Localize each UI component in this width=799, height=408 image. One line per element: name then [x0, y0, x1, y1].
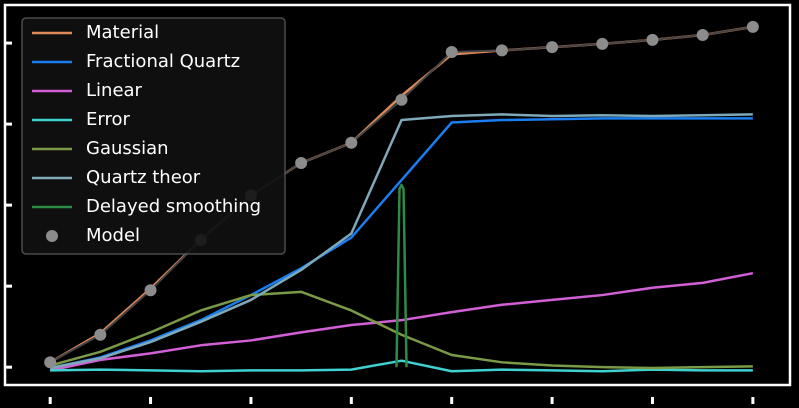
legend-label: Model — [86, 225, 140, 246]
legend-label: Material — [86, 22, 159, 43]
legend-marker — [46, 230, 58, 242]
marker — [495, 44, 508, 57]
marker — [345, 136, 358, 149]
marker — [646, 33, 659, 46]
series-line — [49, 271, 754, 372]
marker — [546, 41, 559, 54]
legend-label: Error — [86, 109, 130, 130]
marker — [94, 328, 107, 341]
marker — [144, 284, 157, 297]
series-line — [49, 113, 753, 370]
axes-frame — [3, 3, 792, 387]
series-line — [395, 183, 408, 368]
marker — [44, 356, 57, 369]
legend-box — [21, 17, 286, 255]
series-line — [49, 290, 753, 370]
series-line — [49, 117, 753, 370]
legend-label: Fractional Quartz — [86, 51, 240, 72]
marker — [746, 20, 759, 33]
series-line — [50, 359, 753, 373]
marker — [596, 37, 609, 50]
legend-label: Linear — [86, 80, 143, 101]
legend-label: Delayed smoothing — [86, 196, 261, 217]
marker — [696, 28, 709, 41]
marker — [445, 45, 458, 58]
marker — [295, 156, 308, 169]
marker — [395, 93, 408, 106]
legend-label: Gaussian — [86, 138, 169, 159]
legend-label: Quartz theor — [86, 167, 201, 188]
